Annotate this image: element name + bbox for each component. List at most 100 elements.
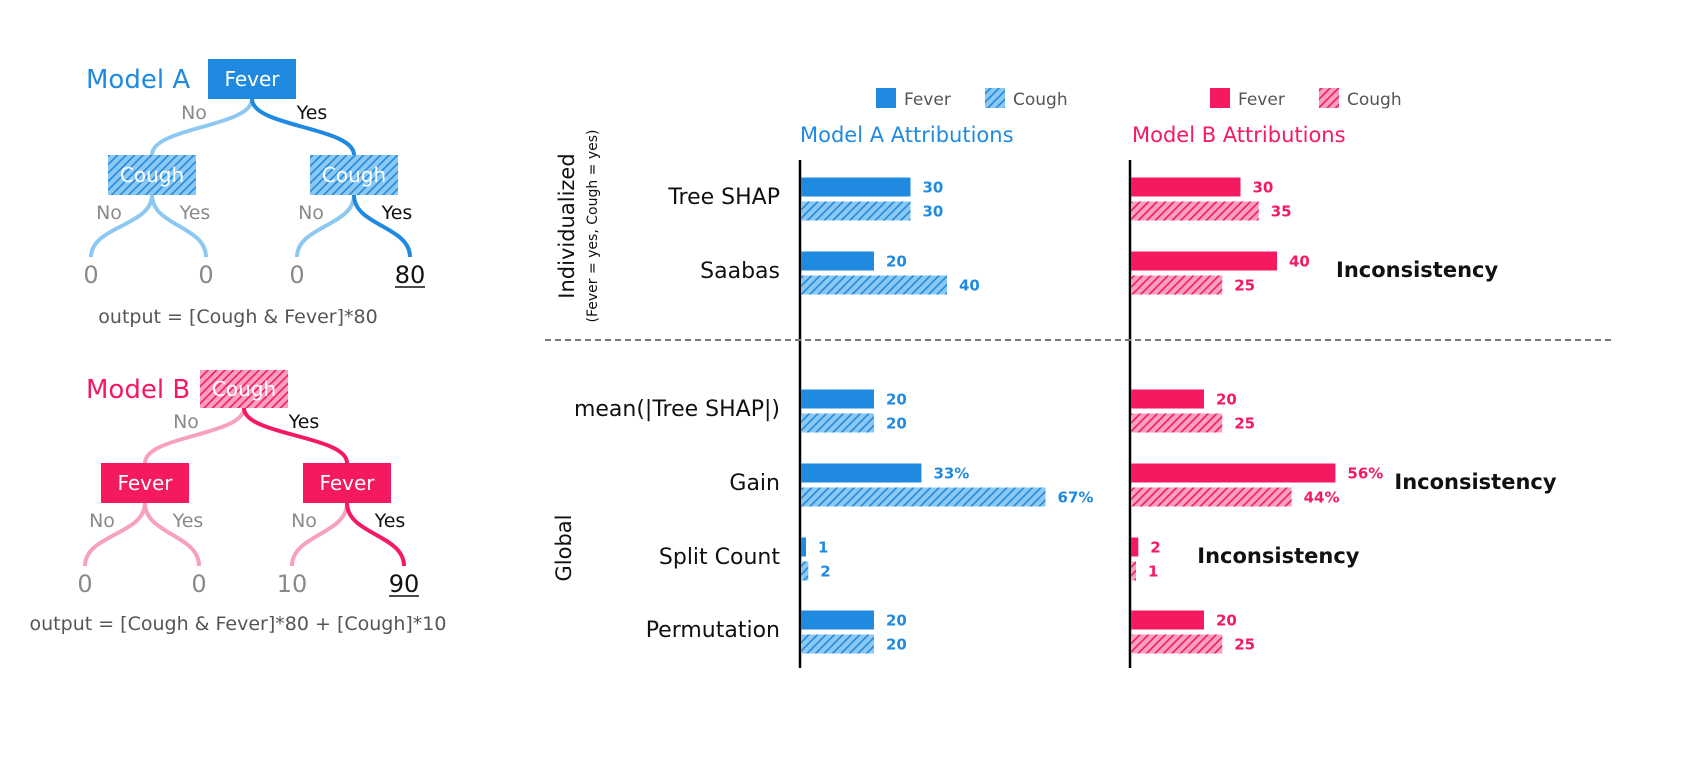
inconsistency-annotation: Inconsistency	[1197, 544, 1359, 568]
edge-right-yes	[345, 502, 406, 567]
value-label-fever: 1	[818, 539, 828, 557]
group-label-global: Global	[552, 515, 576, 582]
legend-swatch-fever	[876, 88, 896, 108]
attribution-chart: Fever Cough Fever Cough Model A Attributions…	[545, 88, 1612, 668]
value-label-cough: 20	[886, 636, 907, 654]
panel-title-model-a: Model A Attributions	[800, 123, 1014, 147]
inconsistency-annotation: Inconsistency	[1394, 470, 1556, 494]
bar-cough-model-b	[1131, 275, 1223, 295]
leaf-value: 0	[198, 261, 213, 289]
decision-trees: Fever Cough Cough Model A No Yes No Yes No Yes 0 0 0…	[30, 59, 447, 635]
value-label-fever: 20	[886, 253, 907, 271]
method-label: Gain	[729, 471, 780, 496]
value-label-cough: 20	[886, 415, 907, 433]
method-label: Saabas	[700, 259, 780, 284]
edge-label-right-yes: Yes	[374, 510, 406, 532]
edge-label-right-no: No	[291, 510, 317, 532]
bar-fever-model-a	[801, 463, 922, 483]
group-sublabel-individualized: (Fever = yes, Cough = yes)	[585, 130, 601, 323]
method-label: Split Count	[659, 545, 780, 570]
value-label-fever: 30	[1253, 179, 1274, 197]
left-node-box	[108, 155, 196, 195]
model-label: Model B	[86, 375, 190, 405]
value-label-cough: 40	[959, 277, 980, 295]
bar-fever-model-b	[1131, 177, 1241, 197]
value-label-fever: 20	[886, 612, 907, 630]
legend-model-b: Fever Cough	[1210, 88, 1402, 110]
method-row: mean(|Tree SHAP|) 20 20 20 25	[574, 389, 1255, 433]
leaf-value: 10	[277, 570, 308, 598]
edge-root-yes	[250, 98, 356, 156]
root-node-label: Cough	[212, 377, 276, 401]
bar-fever-model-b	[1131, 537, 1139, 557]
group-label-individualized: Individualized	[555, 153, 579, 298]
edge-label-root-yes: Yes	[288, 411, 320, 433]
method-row: Gain 33% 67% 56% 44% Inconsistency	[729, 463, 1557, 507]
panel-title-model-b: Model B Attributions	[1132, 123, 1346, 147]
value-label-fever: 40	[1289, 253, 1310, 271]
bar-fever-model-b	[1131, 610, 1204, 630]
legend-label-cough: Cough	[1347, 90, 1402, 110]
model-label: Model A	[86, 65, 190, 95]
bar-cough-model-a	[801, 561, 809, 581]
right-node-label: Fever	[319, 471, 375, 495]
leaf-value: 0	[83, 261, 98, 289]
bar-cough-model-a	[801, 201, 911, 221]
legend-swatch-cough	[1319, 88, 1339, 108]
bar-cough-model-b	[1131, 487, 1292, 507]
bar-cough-model-b	[1131, 561, 1136, 581]
method-row: Split Count 1 2 2 1 Inconsistency	[659, 537, 1360, 581]
method-label: mean(|Tree SHAP|)	[574, 397, 780, 422]
value-label-cough: 1	[1148, 563, 1158, 581]
leaf-value: 0	[191, 570, 206, 598]
root-node-label: Fever	[224, 67, 280, 91]
edge-left-no	[89, 194, 154, 258]
value-label-fever: 2	[1150, 539, 1160, 557]
edge-label-left-no: No	[89, 510, 115, 532]
bar-fever-model-b	[1131, 251, 1277, 271]
leaf-value: 90	[389, 570, 420, 598]
bar-cough-model-b	[1131, 634, 1223, 654]
value-label-cough: 25	[1234, 415, 1255, 433]
edge-root-no	[143, 407, 246, 464]
edge-left-yes	[143, 502, 201, 567]
left-node-box	[101, 463, 189, 503]
value-label-fever: 30	[923, 179, 944, 197]
bar-cough-model-a	[801, 275, 947, 295]
right-node-box	[303, 463, 391, 503]
tree-model-b: Cough Fever Fever Model B No Yes No Yes No Yes 0 0 1…	[30, 370, 447, 635]
method-label: Permutation	[646, 618, 780, 643]
edge-label-left-no: No	[96, 202, 122, 224]
bar-fever-model-a	[801, 537, 806, 557]
edge-root-yes	[242, 407, 349, 464]
value-label-fever: 33%	[933, 465, 969, 483]
value-label-cough: 44%	[1304, 489, 1340, 507]
bar-fever-model-b	[1131, 389, 1204, 409]
leaf-value: 80	[395, 261, 426, 289]
edge-label-root-no: No	[181, 102, 207, 124]
legend-swatch-cough	[985, 88, 1005, 108]
bar-cough-model-b	[1131, 413, 1223, 433]
method-row: Permutation 20 20 20 25	[646, 610, 1255, 654]
method-label: Tree SHAP	[667, 185, 780, 210]
leaf-value: 0	[77, 570, 92, 598]
output-formula: output = [Cough & Fever]*80 + [Cough]*10	[30, 613, 447, 635]
inconsistency-annotation: Inconsistency	[1336, 258, 1498, 282]
bar-cough-model-a	[801, 634, 874, 654]
leaf-value: 0	[289, 261, 304, 289]
edge-label-root-no: No	[173, 411, 199, 433]
value-label-cough: 67%	[1058, 489, 1094, 507]
bar-cough-model-a	[801, 487, 1046, 507]
bar-fever-model-b	[1131, 463, 1336, 483]
legend-label-fever: Fever	[1238, 90, 1285, 110]
edge-label-left-yes: Yes	[179, 202, 211, 224]
value-label-cough: 25	[1234, 636, 1255, 654]
tree-model-a: Fever Cough Cough Model A No Yes No Yes No Yes 0 0 0…	[83, 59, 425, 328]
legend-label-fever: Fever	[904, 90, 951, 110]
bar-fever-model-a	[801, 389, 874, 409]
edge-left-yes	[150, 194, 208, 258]
edge-right-yes	[352, 194, 412, 258]
value-label-fever: 20	[1216, 391, 1237, 409]
edge-right-no	[290, 502, 349, 567]
edge-label-left-yes: Yes	[172, 510, 204, 532]
